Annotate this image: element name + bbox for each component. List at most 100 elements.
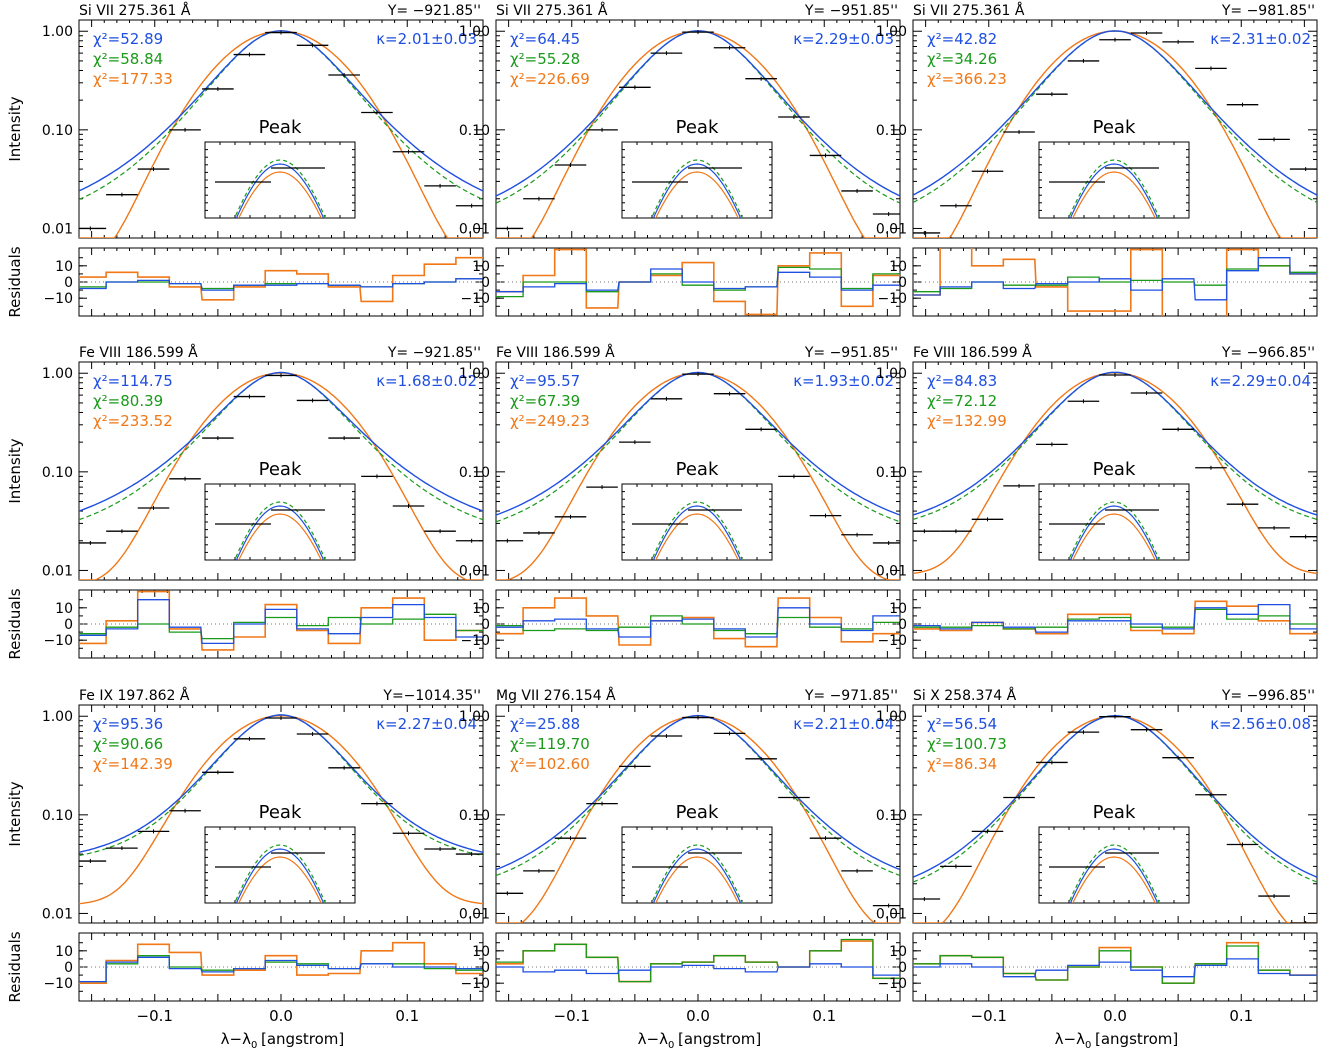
residual-tick-label: 10 [889,259,907,275]
residual-tick-label: −10 [43,633,73,649]
panel-4: Fe VIII 186.599 Å Y= −921.85'' 0.01 0.10 1.0… [42,344,484,659]
model-curves [496,30,900,238]
inset-gaussian-curve [1072,513,1156,560]
residual-steps [79,256,483,303]
residual-steps [496,938,900,983]
residual-tick-label: 10 [472,601,490,617]
residual-double-gaussian-step [79,278,483,290]
inset-double-gaussian-curve [1068,159,1160,218]
y-tick-label: 0.10 [459,465,490,481]
kappa-value-label: κ=2.21±0.04 [793,715,894,733]
x-axis-title-unit: [angstrom] [1095,1030,1178,1048]
inset-title: Peak [676,802,719,823]
inset-title: Peak [676,117,719,138]
inset-frame [1038,483,1190,561]
chi2-double-gaussian-label: χ²=34.26 [927,50,997,68]
residual-tick-label: 0 [898,617,907,633]
chi2-kappa-label: χ²=25.88 [510,715,580,733]
chi2-kappa-label: χ²=114.75 [93,372,173,390]
residual-kappa-step [79,599,483,645]
kappa-value-label: κ=2.56±0.08 [1210,715,1311,733]
residual-steps [79,590,483,651]
inset-double-gaussian-curve [1068,501,1160,560]
residual-steps [79,941,483,984]
residual-kappa-step [496,963,900,976]
residual-gaussian-step [79,590,483,651]
y-tick-label: 1.00 [42,366,73,382]
kappa-value-label: κ=1.68±0.02 [376,372,477,390]
residual-tick-label: −10 [43,291,73,307]
chi2-gaussian-label: χ²=249.23 [510,412,590,430]
inset-curves [215,159,326,218]
kappa-value-label: κ=2.01±0.03 [376,30,477,48]
inset-curves [215,844,326,903]
residual-steps [496,248,900,316]
residual-tick-label: −10 [460,976,490,992]
chi2-double-gaussian-label: χ²=67.39 [510,392,580,410]
spectral-line-label: Fe VIII 186.599 Å [913,344,1032,361]
inset-frame [204,826,356,904]
panel-7: Fe IX 197.862 Å Y=−1014.35''0.010.101.00 χ… [42,687,484,1051]
inset-kappa-curve [235,505,325,560]
spectral-line-label: Si VII 275.361 Å [496,2,608,19]
y-tick-label: 0.01 [459,906,490,922]
y-tick-label: 0.10 [459,808,490,824]
inset-title: Peak [259,802,302,823]
residual-double-gaussian-step [496,938,900,983]
residual-tick-label: 0 [481,617,490,633]
spectral-line-label: Mg VII 276.154 Å [496,687,616,704]
inset-title: Peak [259,459,302,480]
residual-tick-label: 10 [472,259,490,275]
inset-title: Peak [1093,802,1136,823]
chi2-double-gaussian-label: χ²=100.73 [927,735,1007,753]
x-axis-title-subscript: 0 [1085,1040,1091,1051]
inset-frame [621,141,773,219]
residual-gaussian-step [496,940,900,983]
inset-double-gaussian-curve [651,844,743,903]
inset-gaussian-curve [238,513,322,560]
residual-gaussian-step [496,248,900,316]
y-tick-label: 0.10 [42,808,73,824]
inset-double-gaussian-curve [234,159,326,218]
x-tick-label: −0.1 [971,1007,1007,1025]
y-tick-label: 0.01 [876,563,907,579]
residual-tick-label: 10 [472,944,490,960]
residual-tick-label: 10 [889,944,907,960]
residual-tick-label: 0 [64,617,73,633]
spectral-line-label: Fe IX 197.862 Å [79,687,190,704]
inset-gaussian-curve [238,171,322,218]
residual-steps [913,941,1317,984]
chi2-gaussian-label: χ²=142.39 [93,755,173,773]
inset-double-gaussian-curve [651,501,743,560]
model-curves [496,714,900,923]
y-position-label: Y=−1014.35'' [382,688,481,704]
chi2-gaussian-label: χ²=86.34 [927,755,997,773]
x-tick-label: 0.0 [686,1007,710,1025]
chi2-kappa-label: χ²=84.83 [927,372,997,390]
inset-kappa-curve [1069,848,1159,903]
x-tick-label: 0.0 [1103,1007,1127,1025]
residual-gaussian-step [79,256,483,303]
spectral-line-label: Fe VIII 186.599 Å [79,344,198,361]
inset-kappa-curve [235,163,325,218]
inset-curves [1049,501,1160,560]
y-tick-label: 0.10 [42,465,73,481]
chi2-gaussian-label: χ²=102.60 [510,755,590,773]
x-tick-label: −0.1 [137,1007,173,1025]
residuals-axis-title: Residuals [6,588,24,659]
residual-steps [913,600,1317,635]
residual-double-gaussian-step [79,613,483,640]
y-tick-label: 1.00 [876,709,907,725]
y-tick-label: 0.01 [876,906,907,922]
y-tick-label: 0.10 [42,123,73,139]
residual-tick-label: 10 [55,601,73,617]
residual-tick-label: 0 [898,275,907,291]
x-tick-label: −0.1 [554,1007,590,1025]
y-tick-label: 1.00 [459,24,490,40]
inset-title: Peak [1093,459,1136,480]
inset-kappa-curve [1069,505,1159,560]
y-position-label: Y= −996.85'' [1221,688,1315,704]
inset-frame [1038,826,1190,904]
y-tick-label: 0.01 [459,221,490,237]
